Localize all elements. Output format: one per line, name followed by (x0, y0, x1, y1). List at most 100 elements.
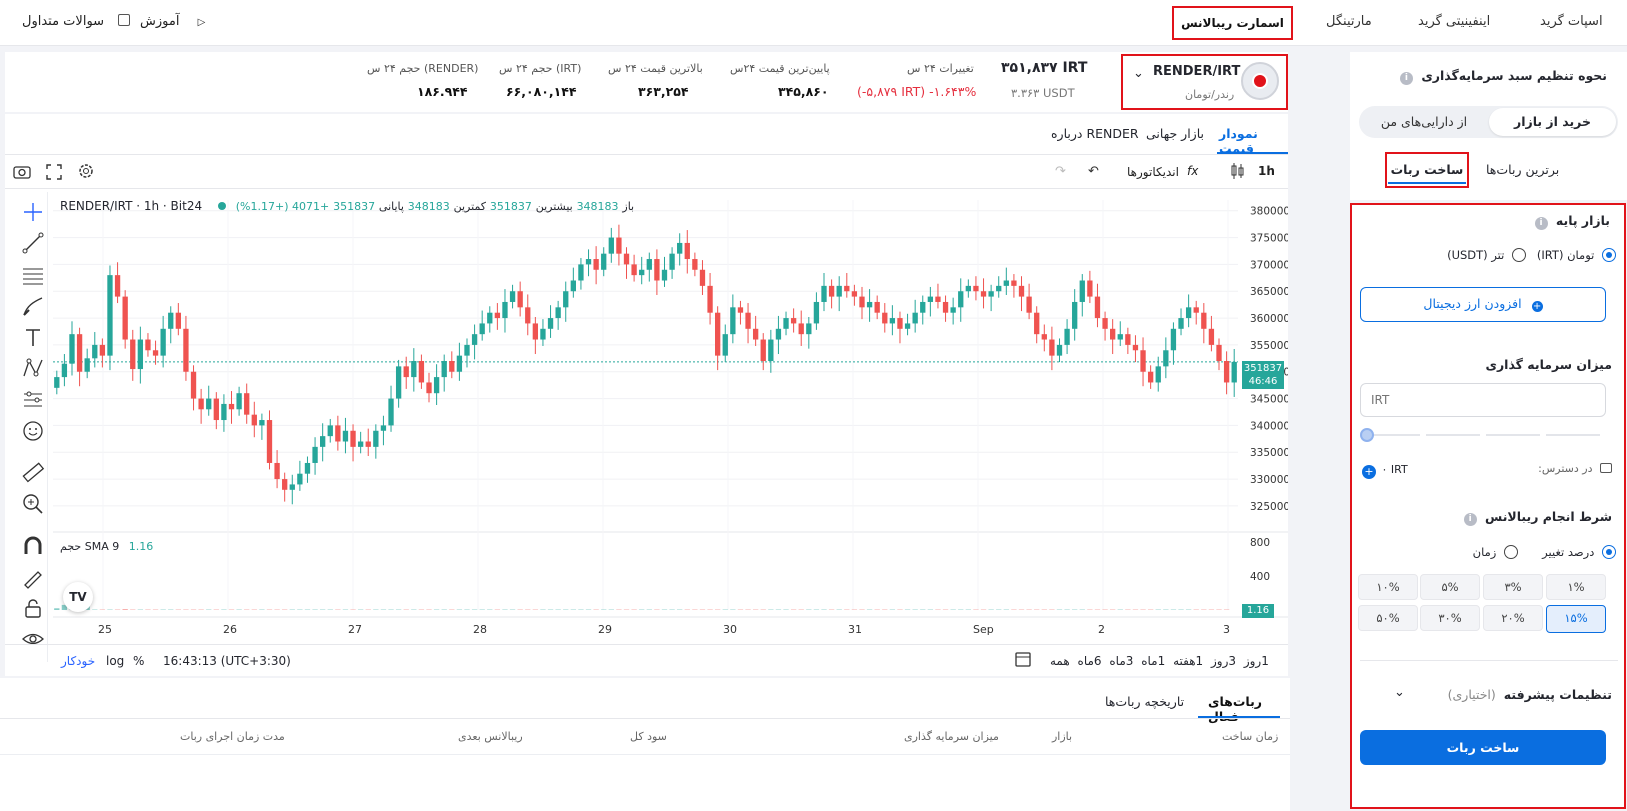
crosshair-icon[interactable] (21, 200, 45, 224)
chart-legend: RENDER/IRT · 1h · Bit24 باز 348183 بیشتر… (60, 199, 634, 213)
legend-high: 351837 (489, 200, 532, 213)
calendar-icon[interactable] (1014, 650, 1032, 671)
investment-input[interactable] (1360, 383, 1606, 417)
range-all[interactable]: همه (1050, 654, 1070, 668)
tab-global-market[interactable]: بازار جهانی (1146, 126, 1205, 141)
tab-about-render[interactable]: درباره RENDER (1051, 126, 1139, 141)
fx-icon[interactable]: fx (1187, 164, 1199, 178)
candle-body (1178, 318, 1184, 329)
tab-smart-rebalance[interactable]: اسمارت ریبالانس (1172, 6, 1293, 40)
range-3d[interactable]: 3روز (1210, 654, 1237, 668)
percent-option[interactable]: ۳% (1483, 574, 1543, 600)
redo-icon[interactable]: ↷ (1055, 164, 1066, 179)
price-axis-label: 370000 (1250, 259, 1288, 271)
info-icon[interactable]: i (1463, 513, 1477, 526)
candle-body (380, 425, 387, 431)
buy-from-market-button[interactable]: خرید از بازار (1489, 108, 1616, 136)
add-coin-button[interactable]: افزودن ارز دیجیتال + (1360, 287, 1606, 322)
tab-spot-grid[interactable]: اسپات گرید (1540, 14, 1603, 29)
log-toggle[interactable]: log (106, 654, 125, 668)
investment-title: میزان سرمایه گذاری (1485, 357, 1612, 372)
pencil-lock-icon[interactable] (21, 565, 45, 589)
legend-change: +4071 (+1.17%) (235, 200, 330, 213)
percent-option[interactable]: ۲۰% (1483, 605, 1543, 631)
percent-toggle[interactable]: % (133, 654, 145, 668)
tab-bots-history[interactable]: تاریخچه ربات‌ها (1105, 694, 1185, 709)
investment-slider-track[interactable] (1366, 434, 1604, 436)
candle-body (1201, 312, 1207, 329)
candle-body (821, 285, 827, 302)
ruler-icon[interactable] (21, 460, 45, 484)
price-axis-label: 365000 (1250, 286, 1288, 298)
candle-body (555, 307, 561, 319)
text-icon[interactable] (21, 325, 45, 349)
candle-body (958, 291, 964, 308)
radio-irt[interactable]: تومان (IRT) (1537, 248, 1616, 262)
candle-body (707, 285, 713, 313)
tab-active-bots[interactable]: ربات‌های فعال (1208, 694, 1262, 724)
range-1d[interactable]: 1روز (1243, 654, 1269, 668)
percent-option[interactable]: ۵۰% (1358, 605, 1418, 631)
radio-usdt[interactable]: تتر (USDT) (1447, 248, 1526, 262)
indicators-button[interactable]: اندیکاتورها (1127, 165, 1179, 179)
percent-option[interactable]: ۳۰% (1420, 605, 1480, 631)
info-icon[interactable]: i (1399, 72, 1413, 85)
tab-infinity-grid[interactable]: اینفینیتی گرید (1418, 14, 1491, 29)
auto-toggle[interactable]: خودکار (61, 654, 96, 668)
camera-icon[interactable] (13, 164, 31, 183)
candle-body (502, 301, 508, 319)
candle-body (608, 237, 614, 254)
range-1m[interactable]: 1ماه (1141, 654, 1166, 668)
percent-option[interactable]: ۱% (1546, 574, 1606, 600)
candle-body (327, 425, 333, 437)
range-6m[interactable]: 6ماه (1077, 654, 1102, 668)
divider (0, 754, 1290, 755)
investment-slider-handle[interactable] (1360, 428, 1374, 442)
interval-selector[interactable]: 1h (1258, 164, 1275, 178)
fullscreen-icon[interactable] (46, 164, 62, 183)
percent-option[interactable]: ۵% (1420, 574, 1480, 600)
deposit-plus-icon[interactable]: + (1362, 465, 1376, 479)
divider (5, 644, 1288, 645)
range-3m[interactable]: 3ماه (1109, 654, 1134, 668)
candle-type-icon[interactable] (1229, 162, 1245, 183)
clock-time[interactable]: 16:43:13 (UTC+3:30) (163, 654, 291, 668)
candle-body (661, 269, 668, 281)
advanced-settings-toggle[interactable]: تنظیمات پیشرفته (اختیاری) (1448, 687, 1612, 702)
radio-time[interactable]: زمان (1473, 545, 1518, 559)
candle-body (509, 291, 516, 302)
fib-lines-icon[interactable] (21, 263, 45, 287)
learn-link[interactable]: آموزش ▷ (140, 14, 205, 29)
undo-icon[interactable]: ↶ (1088, 164, 1099, 179)
tab-top-bots[interactable]: برترین ربات‌ها (1486, 162, 1560, 177)
gear-icon[interactable] (77, 162, 95, 183)
info-icon[interactable]: i (1534, 217, 1548, 230)
percent-option[interactable]: ۱۰% (1358, 574, 1418, 600)
candle-body (479, 323, 485, 335)
candle-body (1110, 328, 1116, 340)
pair-selector[interactable]: RENDER/IRT رندر/تومان ⌄ (1121, 54, 1288, 110)
build-bot-button[interactable]: ساخت ربات (1360, 730, 1606, 765)
radio-percent[interactable]: درصد تغییر (1542, 545, 1616, 559)
from-my-assets-button[interactable]: از دارایی‌های من (1380, 114, 1468, 129)
tradingview-logo[interactable]: TV (63, 582, 93, 612)
price-chart[interactable]: 3800003750003700003650003600003550003500… (53, 192, 1288, 662)
chevron-down-icon[interactable]: ⌄ (1394, 685, 1405, 700)
pattern-icon[interactable] (21, 356, 45, 380)
trend-line-icon[interactable] (21, 231, 45, 255)
forecast-icon[interactable] (21, 387, 45, 411)
magnet-icon[interactable] (21, 534, 45, 558)
brush-icon[interactable] (21, 294, 45, 318)
lock-icon[interactable] (21, 596, 45, 620)
zoom-in-icon[interactable] (21, 492, 45, 516)
price-axis-label: 330000 (1250, 474, 1288, 486)
tab-martingale[interactable]: مارتینگل (1326, 14, 1372, 29)
tab-build-bot[interactable]: ساخت ربات (1385, 152, 1469, 188)
stat-vol-irt-label: حجم ۲۴ س (IRT) (499, 62, 582, 75)
eye-icon[interactable] (21, 627, 45, 651)
emoji-icon[interactable] (21, 419, 45, 443)
range-1w[interactable]: 1هفته (1173, 654, 1204, 668)
faq-link[interactable]: سوالات متداول (22, 14, 131, 29)
percent-option-selected[interactable]: ۱۵% (1546, 605, 1606, 633)
candle-body (99, 344, 106, 356)
